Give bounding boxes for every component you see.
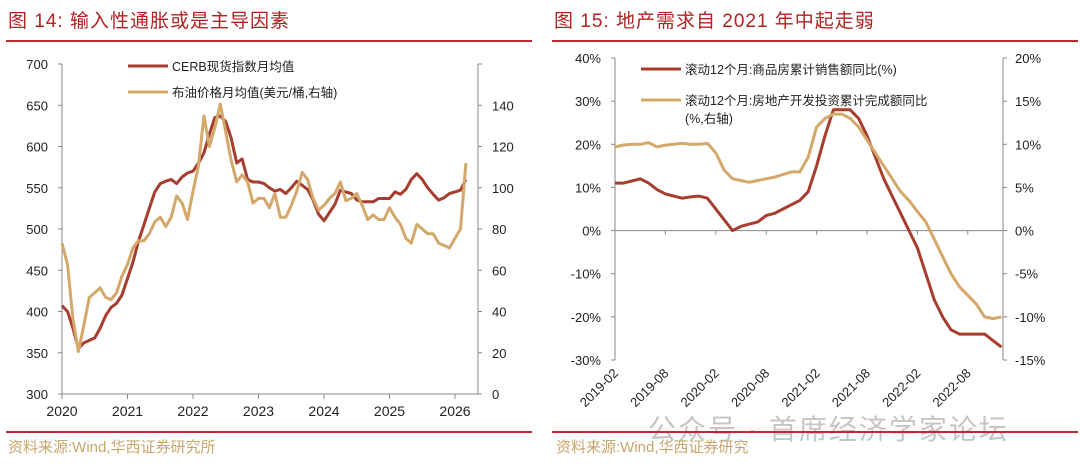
y-tick-label: -20% bbox=[571, 310, 602, 325]
y-tick-label: 650 bbox=[26, 98, 48, 113]
y2-tick-label: 5% bbox=[1015, 180, 1034, 195]
y2-tick-label: 140 bbox=[492, 98, 514, 113]
right-source: 资料来源:Wind,华西证券研究 bbox=[556, 439, 749, 456]
x-tick-label: 2026 bbox=[439, 403, 470, 419]
y2-tick-label: 20% bbox=[1015, 51, 1041, 66]
y2-tick-label: 120 bbox=[492, 140, 514, 155]
y-tick-label: 400 bbox=[26, 305, 48, 320]
y2-tick-label: 0 bbox=[492, 387, 499, 402]
left-source: 资料来源:Wind,华西证券研究所 bbox=[8, 439, 216, 456]
x-tick-label: 2021 bbox=[112, 403, 143, 419]
x-tick-label: 2021-02 bbox=[778, 366, 822, 410]
legend-label: 滚动12个月:房地产开发投资累计完成额同比 bbox=[685, 93, 927, 108]
y2-tick-label: -5% bbox=[1015, 267, 1039, 282]
y2-tick-label: 40 bbox=[492, 305, 506, 320]
y-tick-label: 500 bbox=[26, 222, 48, 237]
x-tick-label: 2021-08 bbox=[829, 366, 873, 410]
y-tick-label: -30% bbox=[571, 353, 602, 368]
x-tick-label: 2023 bbox=[243, 403, 274, 419]
y2-tick-label: -15% bbox=[1015, 353, 1046, 368]
y-tick-label: 10% bbox=[575, 180, 601, 195]
source-rule bbox=[6, 431, 532, 433]
y-tick-label: 700 bbox=[26, 57, 48, 72]
y2-tick-label: 10% bbox=[1015, 137, 1041, 152]
x-tick-label: 2019-02 bbox=[577, 366, 621, 410]
y-tick-label: 300 bbox=[26, 387, 48, 402]
legend-label: CERB现货指数月均值 bbox=[172, 59, 294, 74]
x-tick-label: 2022 bbox=[177, 403, 208, 419]
y2-tick-label: 15% bbox=[1015, 94, 1041, 109]
x-tick-label: 2022-02 bbox=[879, 366, 923, 410]
series-line-0 bbox=[615, 108, 1003, 349]
y-tick-label: 40% bbox=[575, 51, 601, 66]
y-tick-label: 0% bbox=[582, 224, 601, 239]
y2-tick-label: -10% bbox=[1015, 310, 1046, 325]
y-tick-label: 20% bbox=[575, 137, 601, 152]
y-tick-label: 30% bbox=[575, 94, 601, 109]
x-tick-label: 2020-02 bbox=[678, 366, 722, 410]
y-tick-label: 350 bbox=[26, 346, 48, 361]
title-rule bbox=[6, 40, 532, 42]
x-tick-label: 2020-08 bbox=[728, 366, 772, 410]
x-tick-label: 2025 bbox=[374, 403, 405, 419]
y-tick-label: 550 bbox=[26, 181, 48, 196]
x-tick-label: 2022-08 bbox=[930, 366, 974, 410]
left-chart-title: 图 14: 输入性通胀或是主导因素 bbox=[8, 11, 290, 32]
y2-tick-label: 0% bbox=[1015, 224, 1034, 239]
series-line-1 bbox=[614, 112, 1002, 321]
legend-label: 布油价格月均值(美元/桶,右轴) bbox=[172, 85, 337, 100]
series-line-1 bbox=[60, 102, 468, 354]
y2-tick-label: 100 bbox=[492, 181, 514, 196]
series-line-0 bbox=[60, 114, 468, 351]
right-chart-title: 图 15: 地产需求自 2021 年中起走弱 bbox=[554, 11, 875, 32]
watermark: 公众号 · 首席经济学家论坛 bbox=[648, 414, 1009, 445]
y2-tick-label: 60 bbox=[492, 263, 506, 278]
y2-tick-label: 20 bbox=[492, 346, 506, 361]
legend-label: (%,右轴) bbox=[685, 111, 733, 126]
x-tick-label: 2019-08 bbox=[627, 366, 671, 410]
y-tick-label: -10% bbox=[571, 267, 602, 282]
y2-tick-label: 80 bbox=[492, 222, 506, 237]
x-tick-label: 2020 bbox=[46, 403, 77, 419]
x-tick-label: 2024 bbox=[308, 403, 339, 419]
legend-label: 滚动12个月:商品房累计销售额同比(%) bbox=[685, 62, 897, 77]
source-rule bbox=[552, 431, 1078, 433]
y-tick-label: 450 bbox=[26, 263, 48, 278]
title-rule bbox=[552, 40, 1078, 42]
y-tick-label: 600 bbox=[26, 140, 48, 155]
